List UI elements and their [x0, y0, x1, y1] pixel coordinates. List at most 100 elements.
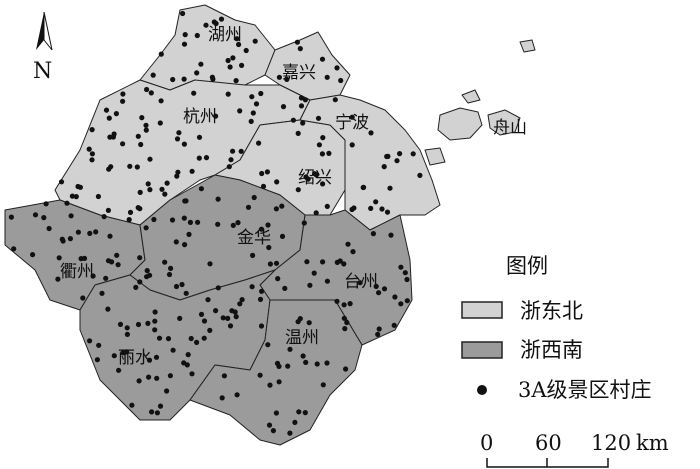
village-dot — [273, 410, 279, 416]
village-dot — [80, 295, 86, 301]
village-dot — [332, 97, 338, 103]
village-dot — [136, 378, 142, 384]
village-dot — [182, 31, 188, 38]
village-dot — [137, 206, 143, 212]
village-dot — [143, 127, 149, 133]
village-dot — [149, 409, 155, 415]
village-dot — [270, 428, 276, 434]
village-dot — [181, 215, 187, 221]
village-dot — [107, 134, 113, 140]
village-dot — [298, 95, 304, 101]
village-dot — [183, 290, 189, 296]
village-dot — [388, 232, 394, 238]
legend-label-southwest: 浙西南 — [520, 338, 583, 362]
village-dot — [176, 130, 182, 136]
village-dot — [249, 284, 255, 290]
legend-label-northeast: 浙东北 — [520, 299, 583, 323]
village-dot — [94, 357, 100, 363]
village-dot — [230, 55, 236, 61]
village-dot — [326, 150, 332, 156]
village-dot — [324, 360, 330, 366]
village-dot — [257, 372, 263, 378]
village-dot — [245, 204, 252, 210]
village-dot — [220, 315, 226, 321]
village-dot — [183, 198, 189, 204]
village-dot — [273, 260, 280, 266]
village-dot — [311, 270, 317, 276]
village-dot — [337, 258, 343, 264]
village-dot — [115, 262, 121, 268]
village-dot — [227, 64, 233, 70]
village-dot — [8, 214, 14, 220]
village-dot — [67, 236, 73, 242]
village-dot — [287, 430, 293, 436]
village-dot — [320, 181, 326, 187]
village-dot — [108, 164, 114, 170]
village-dot — [265, 222, 271, 228]
village-dot — [174, 136, 181, 142]
village-dot — [279, 203, 285, 209]
village-dot — [404, 276, 410, 283]
village-dot — [89, 127, 95, 133]
village-dot — [280, 104, 287, 110]
village-dot — [156, 335, 163, 341]
village-dot — [314, 361, 320, 367]
village-dot — [96, 342, 102, 348]
legend: 图例 浙东北 浙西南 3A级景区村庄 — [461, 254, 652, 402]
village-dot — [201, 335, 207, 341]
village-dot — [225, 315, 231, 321]
village-dot — [238, 148, 244, 154]
village-dot — [137, 255, 143, 261]
north-label: N — [33, 59, 52, 84]
village-dot — [264, 169, 270, 175]
village-dot — [147, 187, 153, 193]
village-dot — [101, 214, 107, 220]
village-dot — [297, 46, 303, 52]
village-dot — [404, 298, 410, 304]
village-dot — [384, 209, 391, 215]
village-dot — [154, 375, 160, 381]
village-dot — [126, 217, 132, 223]
scale-tick-0: 0 — [480, 431, 493, 455]
village-dot — [368, 205, 374, 211]
village-dot — [260, 183, 267, 189]
village-dot — [252, 38, 258, 44]
village-dot — [324, 203, 330, 209]
village-dot — [181, 76, 187, 82]
village-dot — [228, 157, 234, 163]
village-dot — [105, 306, 111, 312]
village-dot — [259, 288, 265, 294]
village-dot — [285, 363, 291, 369]
village-dot — [341, 302, 347, 308]
label-shaoxing: 绍兴 — [298, 168, 332, 188]
village-dot — [114, 252, 120, 258]
village-dot — [105, 207, 111, 213]
village-dot — [384, 153, 390, 160]
village-dot — [205, 297, 211, 303]
village-dot — [150, 72, 156, 78]
village-dot — [345, 241, 351, 247]
village-dot — [135, 321, 142, 328]
village-dot — [181, 41, 188, 47]
label-jiaxing: 嘉兴 — [282, 63, 316, 83]
village-dot — [287, 346, 293, 352]
village-dot — [56, 255, 62, 261]
village-dot — [147, 156, 153, 162]
label-hangzhou: 杭州 — [183, 107, 217, 127]
village-dot — [135, 133, 141, 139]
legend-swatch-northeast — [461, 301, 503, 319]
village-dot — [124, 331, 130, 337]
village-dot — [124, 349, 130, 355]
village-dot — [11, 246, 17, 252]
village-dot — [196, 155, 202, 161]
village-dot — [349, 142, 355, 148]
village-dot — [189, 168, 195, 174]
village-dot — [139, 115, 145, 121]
village-dot — [267, 382, 273, 388]
village-dot — [320, 382, 326, 388]
village-dot — [273, 206, 279, 212]
village-dot — [120, 141, 126, 147]
village-dot — [129, 402, 135, 408]
village-dot — [276, 74, 282, 80]
village-dot — [376, 326, 382, 332]
